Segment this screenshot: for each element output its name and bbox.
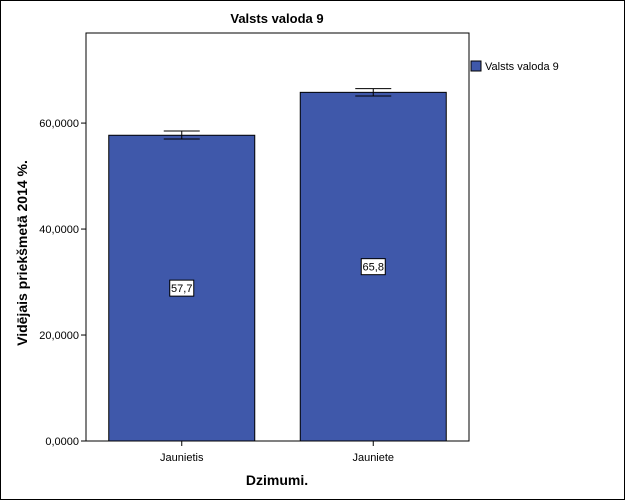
y-tick-label: 0,0000 xyxy=(45,436,79,448)
x-tick-label: Jaunietis xyxy=(160,452,204,464)
data-label-box xyxy=(169,279,195,297)
legend-swatch xyxy=(470,60,482,72)
chart-title: Valsts valoda 9 xyxy=(230,11,323,26)
legend: Valsts valoda 9 xyxy=(470,60,559,73)
legend-label: Valsts valoda 9 xyxy=(485,61,559,73)
data-label-box xyxy=(360,258,386,276)
y-tick-label: 60,0000 xyxy=(39,118,79,130)
y-tick-label: 40,0000 xyxy=(39,224,79,236)
data-label: 57,7 xyxy=(171,283,192,295)
x-axis-title: Dzimumi. xyxy=(246,472,308,488)
data-label: 65,8 xyxy=(363,262,384,274)
y-axis: 0,0000 20,0000 40,0000 60,0000 xyxy=(39,118,86,448)
x-axis: Jaunietis Jauniete xyxy=(160,441,394,464)
x-tick-label: Jauniete xyxy=(352,452,394,464)
y-axis-title: Vidējais priekšmetā 2014 %. xyxy=(14,160,30,346)
y-tick-label: 20,0000 xyxy=(39,330,79,342)
